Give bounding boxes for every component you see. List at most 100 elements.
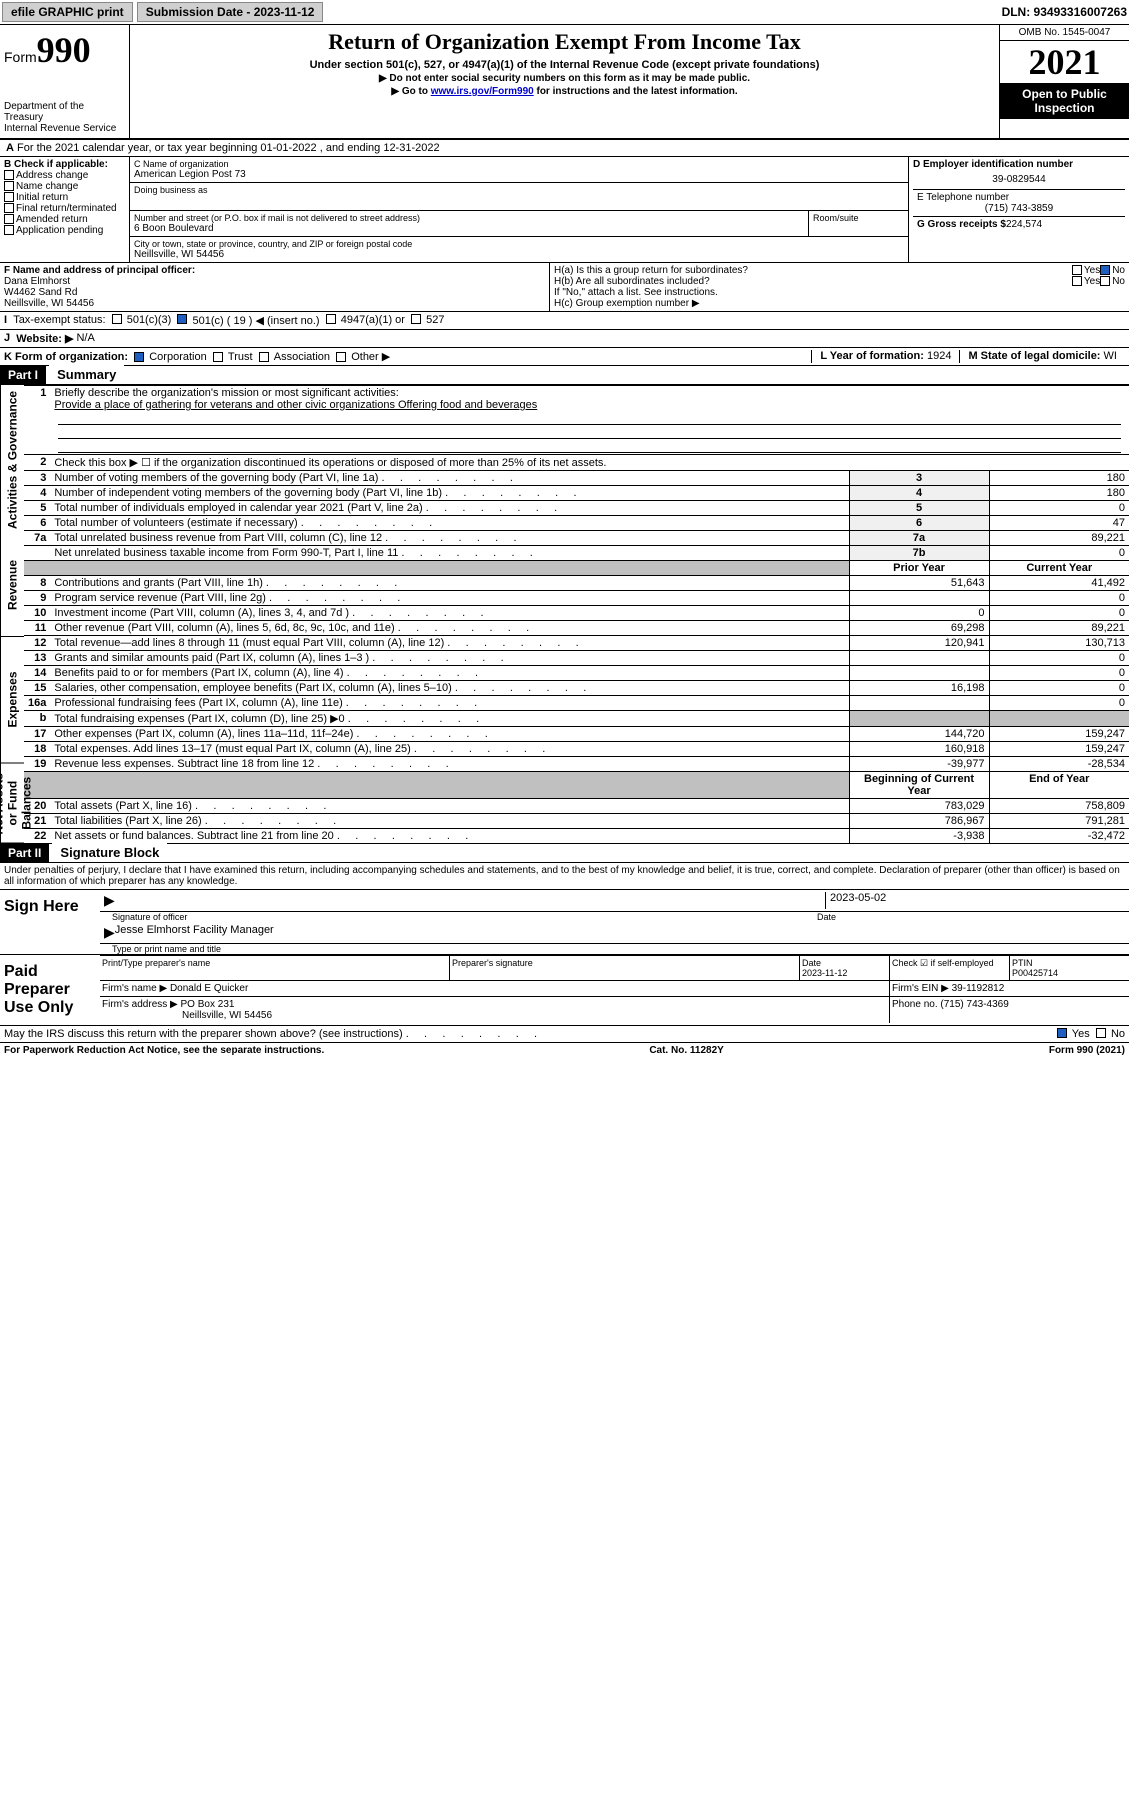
hb-no[interactable] bbox=[1100, 276, 1110, 286]
ha-yes[interactable] bbox=[1072, 265, 1082, 275]
hb-yes[interactable] bbox=[1072, 276, 1082, 286]
mission-label: Briefly describe the organization's miss… bbox=[54, 387, 398, 399]
hc-label: H(c) Group exemption number ▶ bbox=[554, 298, 1125, 309]
col-d-ein: D Employer identification number 39-0829… bbox=[909, 157, 1129, 262]
gross-value: 224,574 bbox=[1006, 219, 1042, 230]
subtitle-1: Under section 501(c), 527, or 4947(a)(1)… bbox=[134, 59, 995, 71]
check-527[interactable] bbox=[411, 314, 421, 324]
ha-label: H(a) Is this a group return for subordin… bbox=[554, 265, 1072, 276]
check-application[interactable]: Application pending bbox=[4, 225, 125, 236]
form-number: 990 bbox=[37, 30, 91, 70]
paperwork-notice: For Paperwork Reduction Act Notice, see … bbox=[4, 1045, 324, 1056]
check-corp[interactable] bbox=[134, 352, 144, 362]
top-bar: efile GRAPHIC print Submission Date - 20… bbox=[0, 0, 1129, 25]
part2-title: Signature Block bbox=[52, 843, 167, 862]
section-bcd: B Check if applicable: Address change Na… bbox=[0, 156, 1129, 262]
check-amended[interactable]: Amended return bbox=[4, 214, 125, 225]
check-final-return[interactable]: Final return/terminated bbox=[4, 203, 125, 214]
officer-label: F Name and address of principal officer: bbox=[4, 265, 195, 276]
dept-treasury: Department of the Treasury bbox=[4, 101, 125, 123]
ein-value: 39-0829544 bbox=[913, 170, 1125, 189]
table-row: 22Net assets or fund balances. Subtract … bbox=[24, 829, 1129, 844]
sign-here-row: Sign Here ▶ 2023-05-02 Signature of offi… bbox=[0, 889, 1129, 954]
ptin-value: P00425714 bbox=[1012, 968, 1058, 978]
table-row: 15Salaries, other compensation, employee… bbox=[24, 681, 1129, 696]
check-address-change[interactable]: Address change bbox=[4, 170, 125, 181]
city-label: City or town, state or province, country… bbox=[134, 239, 904, 249]
table-row: 5Total number of individuals employed in… bbox=[24, 501, 1129, 516]
section-governance: Activities & Governance bbox=[0, 385, 24, 534]
table-row: 4Number of independent voting members of… bbox=[24, 486, 1129, 501]
ha-no[interactable] bbox=[1100, 265, 1110, 275]
org-city: Neillsville, WI 54456 bbox=[134, 249, 904, 260]
irs-link[interactable]: www.irs.gov/Form990 bbox=[431, 86, 534, 97]
part1-label: Part I bbox=[0, 366, 46, 384]
discuss-yes[interactable] bbox=[1057, 1028, 1067, 1038]
footer-row: For Paperwork Reduction Act Notice, see … bbox=[0, 1042, 1129, 1058]
summary-table: 1 Briefly describe the organization's mi… bbox=[24, 385, 1129, 843]
discuss-no[interactable] bbox=[1096, 1028, 1106, 1038]
table-row: 11Other revenue (Part VIII, column (A), … bbox=[24, 621, 1129, 636]
dln: DLN: 93493316007263 bbox=[1002, 5, 1127, 19]
row-j-website: J Website: ▶ N/A bbox=[0, 329, 1129, 347]
check-name-change[interactable]: Name change bbox=[4, 181, 125, 192]
table-row: 9Program service revenue (Part VIII, lin… bbox=[24, 591, 1129, 606]
table-row: 12Total revenue—add lines 8 through 11 (… bbox=[24, 636, 1129, 651]
form-label: Form bbox=[4, 49, 37, 65]
org-address: 6 Boon Boulevard bbox=[134, 223, 804, 234]
check-4947[interactable] bbox=[326, 314, 336, 324]
table-row: 16aProfessional fundraising fees (Part I… bbox=[24, 696, 1129, 711]
officer-typed-name: Jesse Elmhorst Facility Manager bbox=[115, 924, 274, 941]
check-501c3[interactable] bbox=[112, 314, 122, 324]
efile-print-button[interactable]: efile GRAPHIC print bbox=[2, 2, 133, 22]
row-a-tax-year: A For the 2021 calendar year, or tax yea… bbox=[0, 139, 1129, 156]
sig-officer-label: Signature of officer bbox=[112, 912, 817, 922]
check-501c[interactable] bbox=[177, 314, 187, 324]
line2: Check this box ▶ ☐ if the organization d… bbox=[50, 455, 1129, 471]
row-klm: K Form of organization: Corporation Trus… bbox=[0, 347, 1129, 365]
sig-date: 2023-05-02 bbox=[825, 892, 1125, 909]
open-public: Open to Public Inspection bbox=[1000, 83, 1129, 119]
org-name: American Legion Post 73 bbox=[134, 169, 904, 180]
sign-here-label: Sign Here bbox=[0, 890, 100, 954]
row-fh: F Name and address of principal officer:… bbox=[0, 262, 1129, 311]
part2-label: Part II bbox=[0, 844, 49, 862]
tel-value: (715) 743-3859 bbox=[917, 203, 1121, 214]
subtitle-2: ▶ Do not enter social security numbers o… bbox=[134, 73, 995, 84]
table-row: 21Total liabilities (Part X, line 26)786… bbox=[24, 814, 1129, 829]
col-end: End of Year bbox=[989, 772, 1129, 799]
perjury-statement: Under penalties of perjury, I declare th… bbox=[0, 862, 1129, 889]
firm-addr2: Neillsville, WI 54456 bbox=[102, 1010, 272, 1021]
col-begin: Beginning of Current Year bbox=[849, 772, 989, 799]
table-row: 10Investment income (Part VIII, column (… bbox=[24, 606, 1129, 621]
tel-label: E Telephone number bbox=[917, 192, 1121, 203]
irs-label: Internal Revenue Service bbox=[4, 123, 125, 134]
table-row: 6Total number of volunteers (estimate if… bbox=[24, 516, 1129, 531]
may-irs-discuss: May the IRS discuss this return with the… bbox=[0, 1025, 1129, 1042]
table-row: 7aTotal unrelated business revenue from … bbox=[24, 531, 1129, 546]
table-row: 8Contributions and grants (Part VIII, li… bbox=[24, 576, 1129, 591]
col-b-checks: B Check if applicable: Address change Na… bbox=[0, 157, 130, 262]
check-other[interactable] bbox=[336, 352, 346, 362]
arrow-icon: ▶ bbox=[104, 892, 115, 909]
table-row: 3Number of voting members of the governi… bbox=[24, 471, 1129, 486]
part1-body: Activities & Governance Revenue Expenses… bbox=[0, 384, 1129, 843]
col-prior: Prior Year bbox=[849, 561, 989, 576]
check-self-employed: Check ☑ if self-employed bbox=[889, 956, 1009, 980]
hb-note: If "No," attach a list. See instructions… bbox=[554, 287, 1125, 298]
gross-label: G Gross receipts $ bbox=[917, 219, 1006, 230]
part1-header-row: Part I Summary bbox=[0, 365, 1129, 384]
submission-date: Submission Date - 2023-11-12 bbox=[137, 2, 324, 22]
check-initial-return[interactable]: Initial return bbox=[4, 192, 125, 203]
table-row: 14Benefits paid to or for members (Part … bbox=[24, 666, 1129, 681]
officer-name: Dana Elmhorst bbox=[4, 276, 545, 287]
check-trust[interactable] bbox=[213, 352, 223, 362]
table-row: 20Total assets (Part X, line 16)783,0297… bbox=[24, 799, 1129, 814]
tax-year: 2021 bbox=[1000, 41, 1129, 83]
col-current: Current Year bbox=[989, 561, 1129, 576]
section-expenses: Expenses bbox=[0, 637, 24, 764]
mission-text: Provide a place of gathering for veteran… bbox=[54, 399, 537, 411]
check-assoc[interactable] bbox=[259, 352, 269, 362]
form-ref: Form 990 (2021) bbox=[1049, 1045, 1125, 1056]
section-net-assets: Net Assets or Fund Balances bbox=[0, 764, 24, 844]
